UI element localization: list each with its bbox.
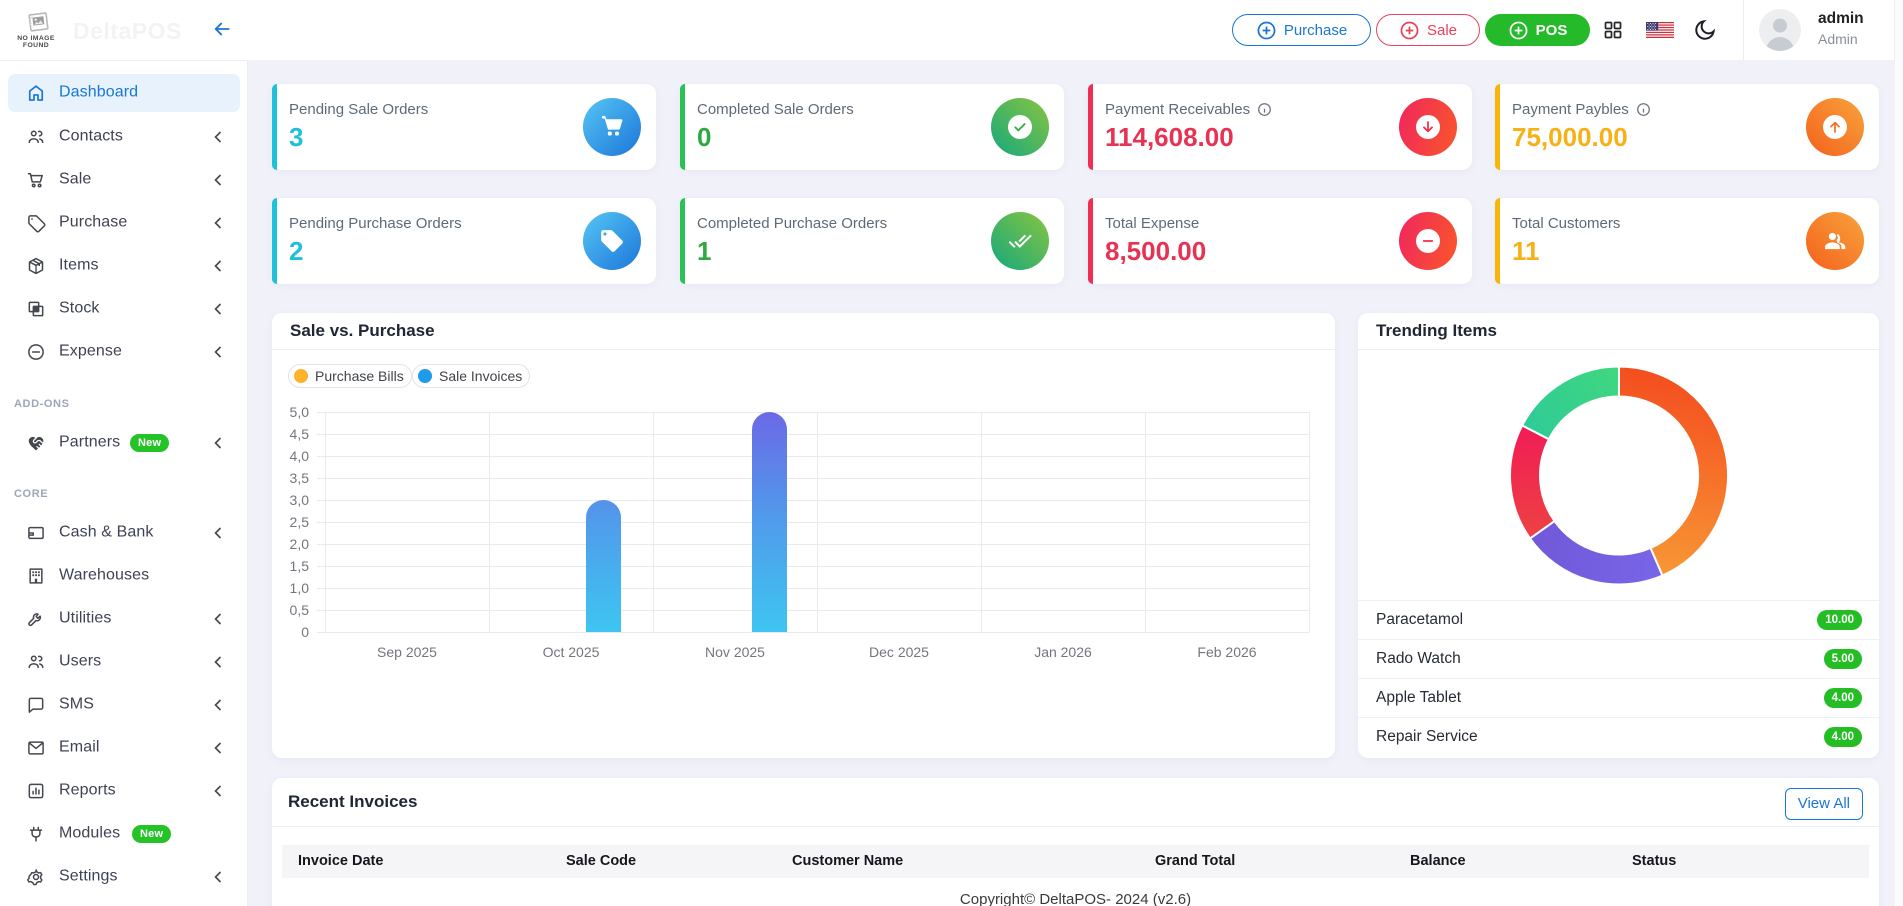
- svg-text:2,0: 2,0: [290, 536, 310, 552]
- svg-text:Jan 2026: Jan 2026: [1034, 644, 1092, 660]
- svg-text:Oct 2025: Oct 2025: [543, 644, 600, 660]
- svg-text:3,0: 3,0: [290, 492, 310, 508]
- svg-text:2,5: 2,5: [290, 514, 310, 530]
- svg-text:3,5: 3,5: [290, 470, 310, 486]
- svg-text:4,0: 4,0: [290, 448, 310, 464]
- svg-text:1,0: 1,0: [290, 580, 310, 596]
- svg-text:Feb 2026: Feb 2026: [1197, 644, 1256, 660]
- svg-text:Dec 2025: Dec 2025: [869, 644, 929, 660]
- svg-text:1,5: 1,5: [290, 558, 310, 574]
- svg-text:0: 0: [301, 624, 309, 640]
- svg-text:Sep 2025: Sep 2025: [377, 644, 437, 660]
- svg-text:0,5: 0,5: [290, 602, 310, 618]
- svg-text:4,5: 4,5: [290, 426, 310, 442]
- svg-text:5,0: 5,0: [290, 404, 310, 420]
- svg-text:Nov 2025: Nov 2025: [705, 644, 765, 660]
